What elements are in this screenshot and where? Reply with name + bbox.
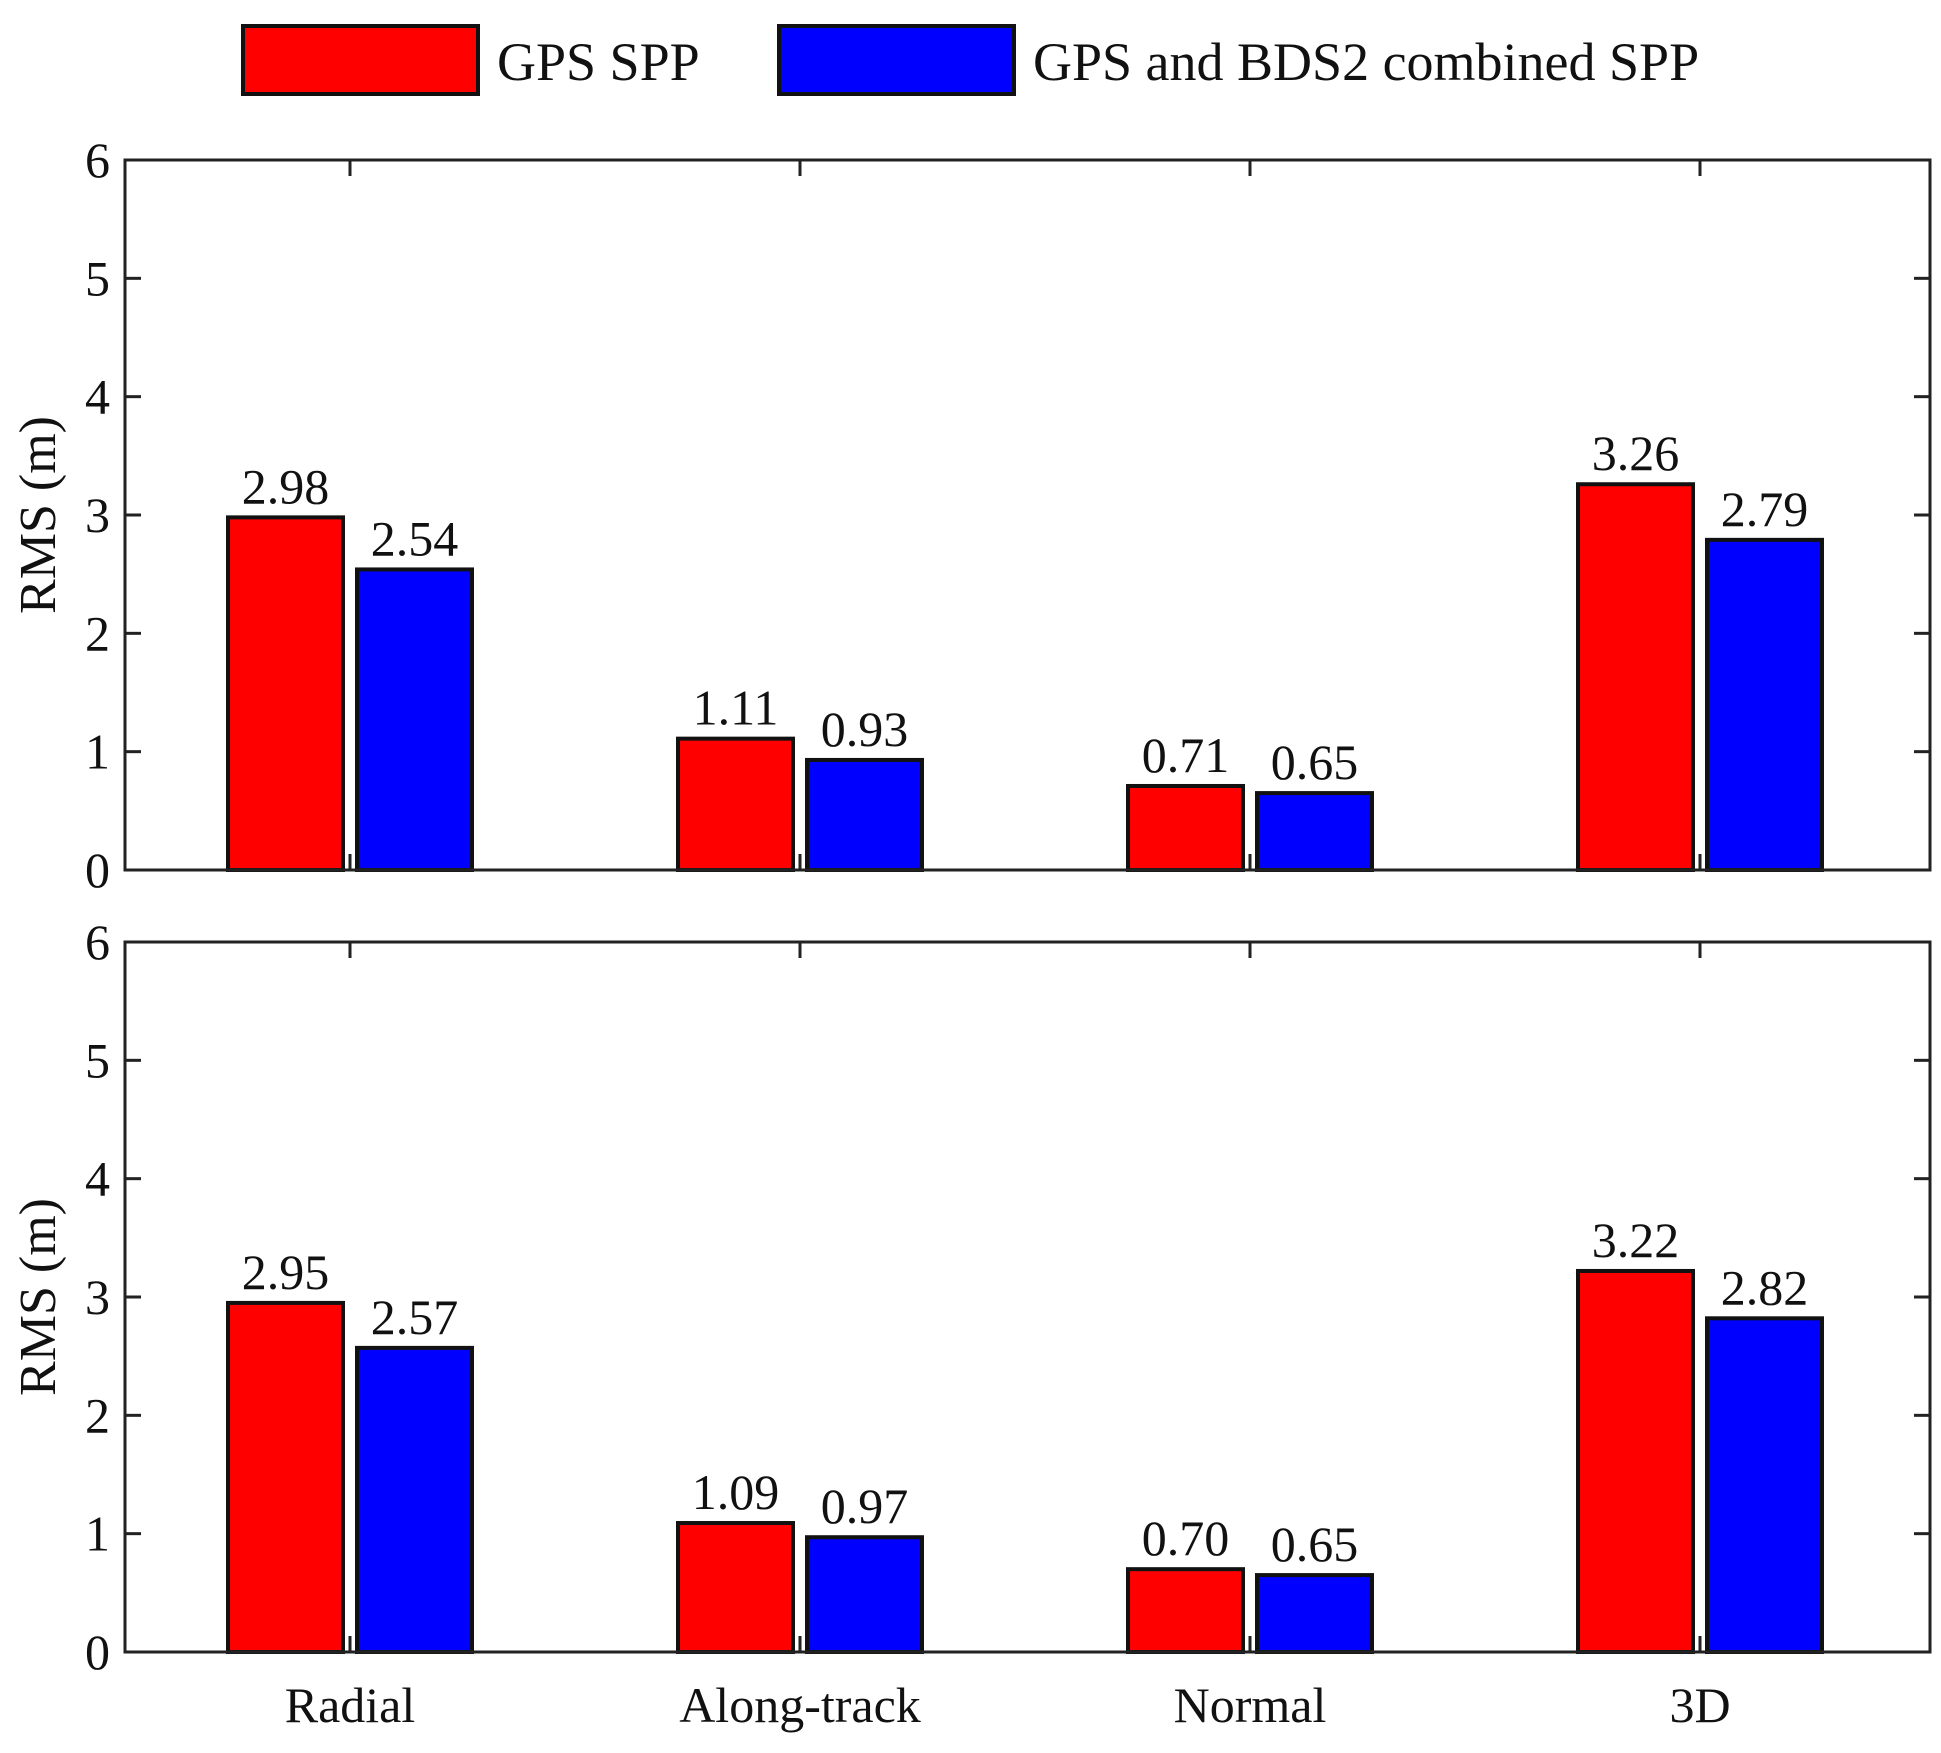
- bar-value-label: 2.82: [1721, 1259, 1809, 1315]
- y-tick-label: 2: [85, 1387, 110, 1443]
- bar-value-label: 1.09: [692, 1464, 780, 1520]
- plot-area-frame: [123, 158, 1932, 872]
- bar-value-label: 0.70: [1142, 1510, 1230, 1566]
- bar-value-label: 0.97: [821, 1478, 909, 1534]
- bar-gps-spp-along-track: [676, 1521, 795, 1655]
- bar-gps-bds2-spp-along-track: [805, 1535, 924, 1655]
- plot-area-frame: [123, 940, 1932, 1654]
- bar-value-label: 0.93: [821, 701, 909, 757]
- bar-gps-spp-along-track: [676, 736, 795, 873]
- top-panel: 0 1 2 3 4 5 6 2.98 1.11 0.71 3.26 2.54 0.93 0.65 2.79 R…: [10, 132, 1932, 898]
- bar-gps-bds2-spp-3d: [1705, 1316, 1824, 1655]
- bar-gps-spp-radial: [226, 1300, 345, 1654]
- y-tick-label: 5: [85, 250, 110, 306]
- legend-swatch-gps-bds2-spp: [777, 24, 1016, 96]
- y-tick-label: 4: [85, 369, 110, 425]
- y-tick-label: 6: [85, 132, 110, 188]
- y-tick-label: 6: [85, 914, 110, 970]
- y-tick-label: 0: [85, 1624, 110, 1680]
- bar-value-label: 3.22: [1592, 1212, 1680, 1268]
- y-axis-title: RMS (m): [10, 416, 67, 614]
- x-category-label: Along-track: [679, 1677, 921, 1733]
- bar-value-label: 2.98: [242, 458, 330, 514]
- bar-value-label: 2.79: [1721, 481, 1809, 537]
- y-axis-title: RMS (m): [10, 1198, 67, 1396]
- y-tick-label: 4: [85, 1151, 110, 1207]
- x-category-label: 3D: [1669, 1677, 1730, 1733]
- y-tick-label: 5: [85, 1032, 110, 1088]
- legend: GPS SPP GPS and BDS2 combined SPP: [241, 24, 1699, 96]
- y-tick-label: 1: [85, 1506, 110, 1562]
- x-category-label: Normal: [1174, 1677, 1327, 1733]
- bar-value-label: 0.71: [1142, 727, 1230, 783]
- bar-gps-bds2-spp-normal: [1255, 791, 1374, 872]
- bar-value-label: 0.65: [1271, 734, 1359, 790]
- bar-value-label: 0.65: [1271, 1516, 1359, 1572]
- bar-gps-bds2-spp-normal: [1255, 1573, 1374, 1655]
- bottom-panel: 0 1 2 3 4 5 6 2.95 1.09 0.70 3.22 2.57 0.97 0.65 2.82 R…: [10, 914, 1932, 1733]
- bar-value-label: 1.11: [693, 680, 779, 736]
- bar-value-label: 2.54: [371, 510, 459, 566]
- legend-swatch-gps-spp: [241, 24, 480, 96]
- bar-gps-spp-3d: [1576, 482, 1695, 872]
- bar-gps-bds2-spp-3d: [1705, 537, 1824, 872]
- bar-gps-bds2-spp-along-track: [805, 757, 924, 873]
- bar-gps-spp-3d: [1576, 1268, 1695, 1654]
- bar-gps-bds2-spp-radial: [355, 1345, 474, 1654]
- y-tick-label: 3: [85, 487, 110, 543]
- bar-gps-spp-normal: [1126, 783, 1245, 873]
- legend-label-gps-spp: GPS SPP: [497, 32, 700, 92]
- y-tick-label: 0: [85, 842, 110, 898]
- bar-gps-bds2-spp-radial: [355, 567, 474, 873]
- bar-value-label: 2.95: [242, 1244, 330, 1300]
- bar-gps-spp-radial: [226, 515, 345, 872]
- y-tick-label: 2: [85, 605, 110, 661]
- y-tick-label: 3: [85, 1269, 110, 1325]
- y-tick-label: 1: [85, 724, 110, 780]
- legend-label-gps-bds2-spp: GPS and BDS2 combined SPP: [1033, 32, 1699, 92]
- bar-gps-spp-normal: [1126, 1567, 1245, 1654]
- bar-value-label: 2.57: [371, 1289, 459, 1345]
- x-category-label: Radial: [285, 1677, 416, 1733]
- bar-value-label: 3.26: [1592, 425, 1680, 481]
